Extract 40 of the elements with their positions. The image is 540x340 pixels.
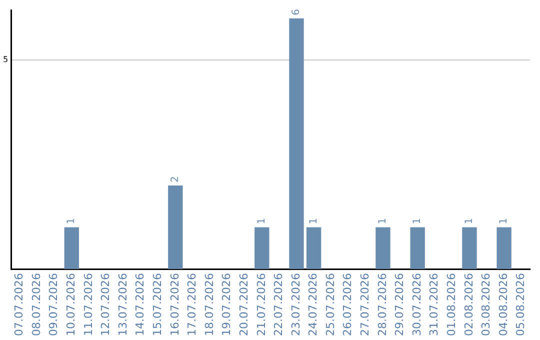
x-tick-label: 11.07.2026 <box>82 273 95 336</box>
x-tick-label: 04.08.2026 <box>496 273 510 336</box>
x-tick-label: 14.07.2026 <box>134 273 147 336</box>
x-tick-label: 23.07.2026 <box>289 273 302 336</box>
x-tick-label: 20.07.2026 <box>237 273 250 336</box>
x-tick-label: 12.07.2026 <box>99 273 112 336</box>
data-label: 2 <box>170 176 182 182</box>
data-label: 1 <box>66 218 78 224</box>
x-tick-label: 15.07.2026 <box>150 273 164 336</box>
x-tick-label: 21.07.2026 <box>254 273 268 336</box>
data-label: 6 <box>291 8 302 16</box>
data-label: 1 <box>256 218 268 224</box>
x-tick-label: 10.07.2026 <box>64 273 78 336</box>
data-label: 1 <box>308 218 320 224</box>
x-tick-label: 22.07.2026 <box>272 273 286 336</box>
data-label: 1 <box>464 218 476 224</box>
x-tick-label: 16.07.2026 <box>168 273 182 336</box>
data-label: 1 <box>498 218 510 224</box>
x-tick-label: 28.07.2026 <box>376 273 389 336</box>
x-tick-label: 27.07.2026 <box>358 273 372 336</box>
x-tick-label: 03.08.2026 <box>480 273 493 336</box>
x-tick-label: 26.07.2026 <box>341 273 354 336</box>
x-tick-label: 24.07.2026 <box>306 273 320 336</box>
x-tick-label: 07.07.2026 <box>12 273 26 336</box>
x-tick-label: 09.07.2026 <box>47 273 60 336</box>
x-tick-label: 30.07.2026 <box>410 273 424 336</box>
x-tick-label: 18.07.2026 <box>202 273 216 336</box>
x-tick-label: 08.07.2026 <box>30 273 43 336</box>
x-tick-label: 31.07.2026 <box>428 273 441 336</box>
x-tick-label: 13.07.2026 <box>116 273 130 336</box>
data-label: 1 <box>412 218 424 224</box>
x-tick-label: 05.08.2026 <box>514 273 528 336</box>
x-tick-label: 25.07.2026 <box>324 273 337 336</box>
x-tick-label: 17.07.2026 <box>186 273 199 336</box>
y-tick-label: 5 <box>2 55 8 64</box>
x-tick-label: 02.08.2026 <box>462 273 476 336</box>
data-label: 1 <box>378 218 389 224</box>
x-tick-label: 19.07.2026 <box>220 273 234 336</box>
x-tick-label: 01.08.2026 <box>445 273 458 336</box>
x-tick-label: 29.07.2026 <box>393 273 406 336</box>
